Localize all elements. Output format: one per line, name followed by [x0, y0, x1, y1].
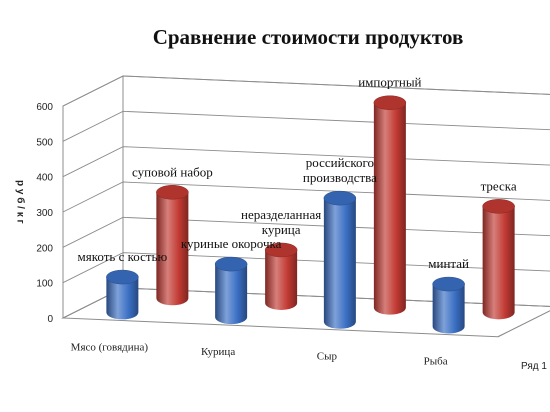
- bar-Ряд 1-Курица: [214, 256, 248, 325]
- gridline: [62, 181, 550, 213]
- bar-top: [156, 185, 189, 200]
- gridlines: [62, 75, 550, 319]
- bar-body: [432, 284, 465, 334]
- bar-body: [482, 206, 515, 320]
- bar-Ряд 2-Курица: [264, 242, 298, 310]
- bar-body: [215, 264, 248, 325]
- category-label: Курица: [201, 346, 235, 358]
- bar-Ряд 1-Мясо (говядина): [106, 269, 139, 320]
- bar-annotation: куриные окорочка: [181, 236, 282, 251]
- category-label: Сыр: [317, 351, 338, 363]
- bar-top: [432, 276, 465, 292]
- bar-Ряд 2-Сыр: [373, 95, 407, 315]
- gridline: [62, 75, 550, 107]
- bar-annotation: мякоть с костью: [78, 249, 168, 264]
- bar-body: [106, 277, 139, 320]
- gridline: [62, 252, 550, 284]
- y-tick-label: 600: [36, 102, 53, 113]
- bar-top: [373, 95, 407, 110]
- gridline: [62, 146, 550, 178]
- x-axis-categories: Мясо (говядина) Курица Сыр Рыба: [71, 341, 448, 367]
- depth-axis-series-labels: Ряд 1Ряд 2: [497, 310, 550, 372]
- bar-Ряд 1-Рыба: [432, 276, 465, 334]
- bar-body: [323, 198, 356, 329]
- bar-top: [214, 256, 248, 272]
- bar-top: [482, 199, 515, 214]
- y-tick-label: 300: [36, 208, 53, 219]
- bar-top: [323, 190, 357, 206]
- gridline: [62, 216, 550, 248]
- bar-annotation: треска: [481, 178, 517, 193]
- bar-annotation: суповой набор: [132, 164, 213, 179]
- bar-body: [265, 249, 298, 310]
- y-tick-label: 500: [36, 137, 53, 148]
- y-tick-label: 400: [36, 173, 53, 184]
- bar-annotation: импортный: [358, 75, 421, 90]
- y-axis-label: р у б / к г: [15, 180, 27, 224]
- bar-body: [373, 102, 406, 315]
- bar-top: [106, 269, 139, 285]
- bar-body: [156, 192, 189, 306]
- bar-Ряд 2-Рыба: [482, 199, 515, 320]
- category-label: Мясо (говядина): [71, 341, 149, 353]
- chart-bars: [106, 95, 515, 334]
- depth-axis-line: [497, 310, 550, 338]
- gridline: [62, 110, 550, 142]
- chart-annotations: суповой набор неразделанная курица импортны…: [78, 75, 517, 271]
- bar-Ряд 2-Мясо (говядина): [156, 185, 189, 306]
- y-tick-label: 0: [47, 314, 53, 325]
- y-axis-ticks: 0 100 200 300 400 500 600: [36, 102, 53, 325]
- category-label: Рыба: [424, 355, 448, 367]
- y-tick-label: 100: [36, 279, 53, 290]
- bar-annotation: российского производства: [303, 155, 377, 185]
- bar-annotation: минтай: [428, 256, 469, 271]
- bar-annotation: неразделанная курица: [241, 207, 321, 237]
- bar-Ряд 1-Сыр: [323, 190, 357, 329]
- chart-title: Сравнение стоимости продуктов: [153, 25, 464, 49]
- series-label: Ряд 1: [521, 361, 547, 372]
- bar-top: [264, 242, 298, 258]
- y-tick-label: 200: [36, 243, 53, 254]
